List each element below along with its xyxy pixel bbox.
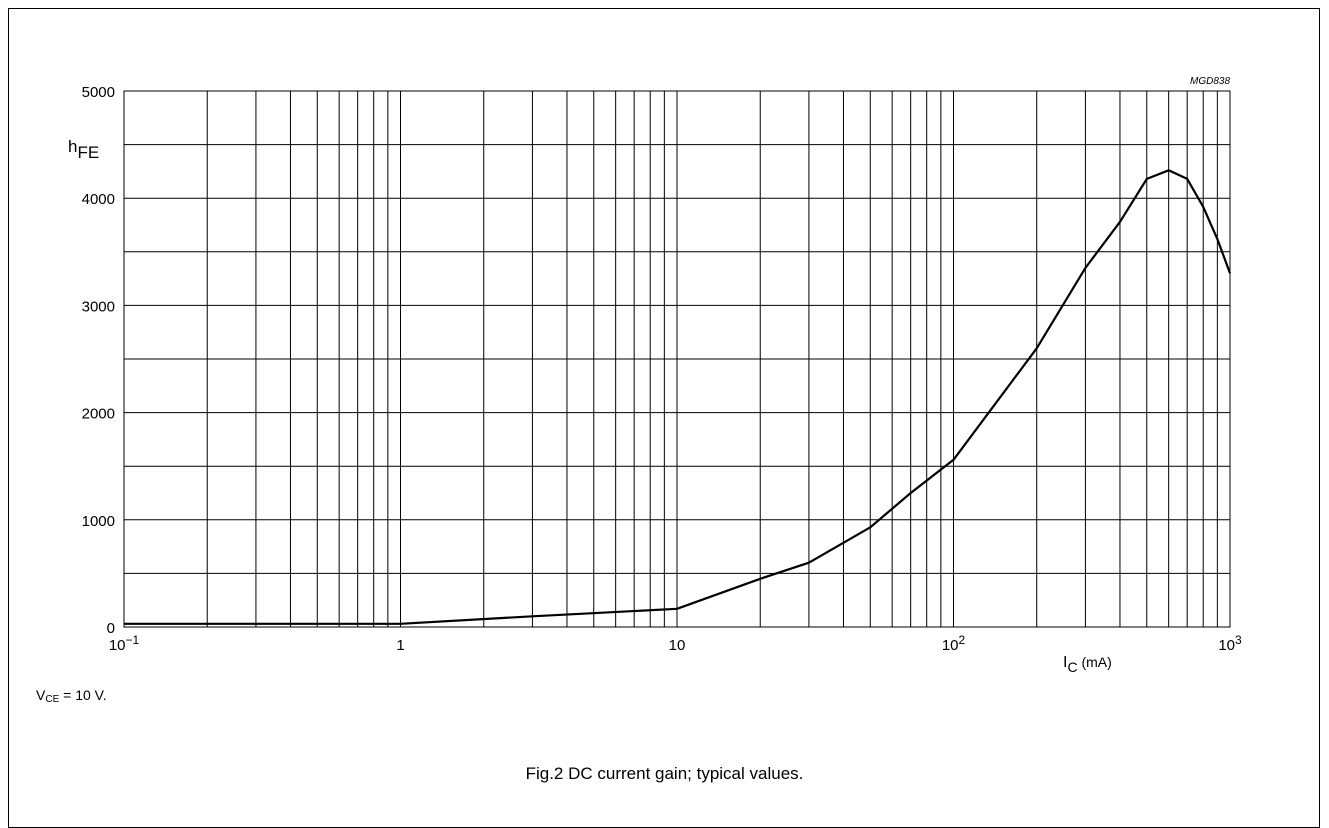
series-layer [124, 169, 1232, 625]
x-tick-label: 102 [942, 633, 966, 654]
test-condition: VCE = 10 V. [36, 687, 107, 705]
x-tick-label: 103 [1218, 633, 1242, 654]
plot-border [123, 90, 1231, 628]
y-tick-label: 5000 [82, 84, 115, 101]
y-tick-label: 3000 [82, 298, 115, 315]
y-tick-label: 1000 [82, 513, 115, 530]
y-tick-label: 4000 [82, 191, 115, 208]
y-tick-label: 2000 [82, 406, 115, 423]
data-series-line [124, 169, 1232, 625]
x-tick-label: 10−1 [109, 633, 140, 654]
y-tick-labels: 0 1000 2000 3000 4000 5000 [82, 84, 115, 637]
y-tick-label: 0 [107, 620, 115, 637]
x-axis-label: IC (mA) [1063, 654, 1112, 675]
y-axis-label: hFE [68, 137, 99, 162]
x-tick-label: 1 [396, 637, 404, 654]
figure-code: MGD838 [1190, 76, 1230, 87]
grid [124, 91, 1230, 627]
x-tick-labels: 10−1 1 10 102 103 [109, 633, 1242, 654]
figure-caption: Fig.2 DC current gain; typical values. [525, 764, 804, 783]
x-tick-label: 10 [669, 637, 686, 654]
